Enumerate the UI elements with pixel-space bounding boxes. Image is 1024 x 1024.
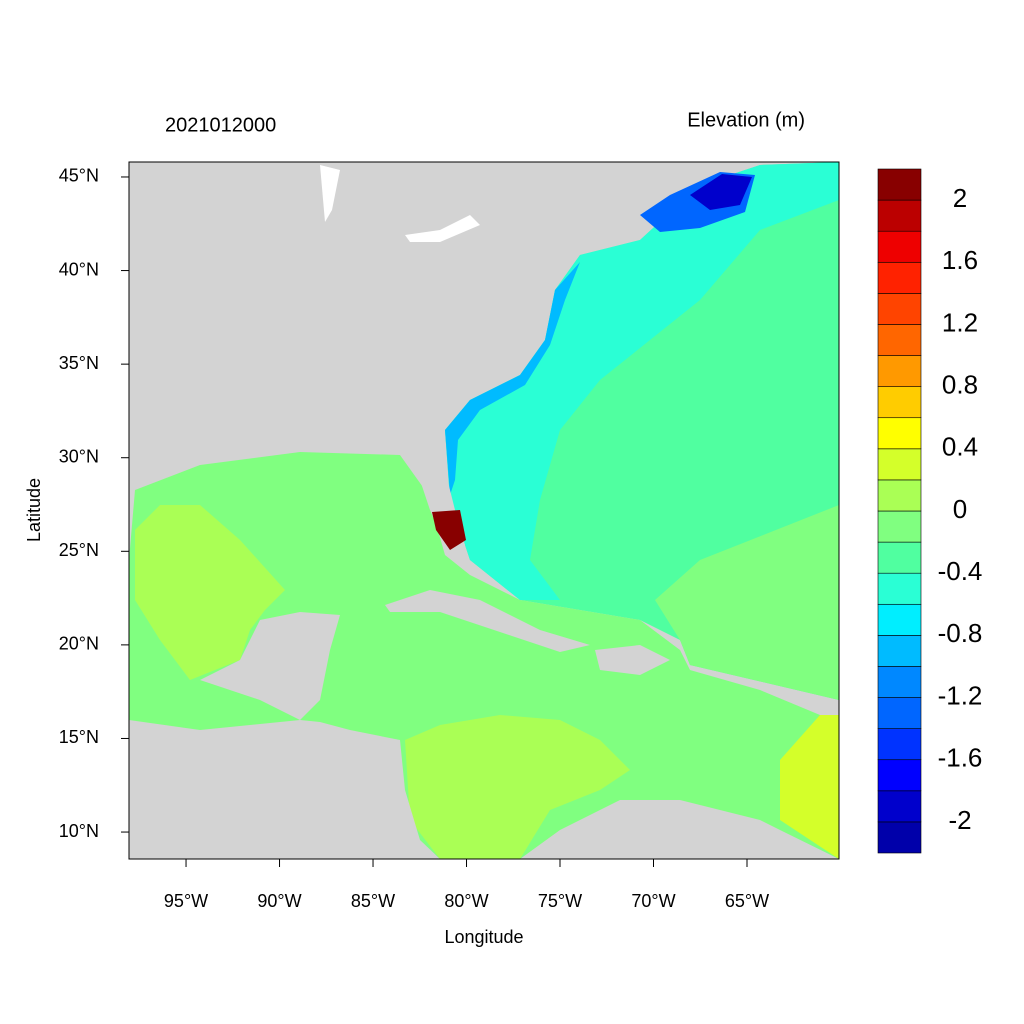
y-tick-label: 15°N	[59, 727, 99, 747]
east-atlantic	[655, 505, 839, 700]
yucatan	[200, 612, 340, 720]
colorbar-box	[877, 510, 922, 543]
frame	[128, 161, 840, 860]
colorbar-box	[877, 261, 922, 294]
colorbar-box	[877, 386, 922, 419]
colorbar-box	[877, 790, 922, 823]
x-axis-label: Longitude	[444, 927, 523, 947]
colorbar-box	[877, 666, 922, 698]
colorbar-label: 1.6	[942, 245, 978, 275]
colorbar-box	[877, 448, 922, 481]
lake	[405, 215, 480, 242]
colorbar-label: 0.4	[942, 432, 978, 462]
y-tick-label: 40°N	[59, 259, 99, 279]
y-axis-label: Latitude	[24, 478, 44, 542]
colorbar-box	[877, 697, 922, 729]
cuba	[385, 590, 590, 652]
gulf-of-maine-deep	[690, 174, 752, 210]
colorbar-label: 2	[953, 183, 967, 213]
map	[128, 161, 840, 860]
colorbar-label: -2	[948, 805, 971, 835]
x-tick-label: 70°W	[631, 891, 675, 911]
gulf-west	[135, 505, 285, 680]
colorbar-box	[877, 603, 922, 636]
y-tick-label: 35°N	[59, 353, 99, 373]
colorbar-title: Elevation (m)	[687, 109, 805, 131]
colorbar-box	[877, 324, 922, 356]
x-tick-label: 65°W	[725, 891, 769, 911]
east-south	[780, 715, 839, 859]
y-tick-label: 10°N	[59, 821, 99, 841]
x-tick-label: 95°W	[164, 891, 208, 911]
colorbar-label: -0.4	[938, 556, 983, 586]
y-tick-label: 45°N	[59, 166, 99, 186]
x-tick-label: 90°W	[257, 891, 301, 911]
colorbar-label: -1.2	[938, 680, 983, 710]
colorbar-label: -0.8	[938, 618, 983, 648]
y-tick-label: 25°N	[59, 540, 99, 560]
x-tick-label: 75°W	[538, 891, 582, 911]
central-america	[129, 720, 440, 859]
colorbar-box	[877, 168, 922, 201]
colorbar-label: 0.8	[942, 370, 978, 400]
colorbar-label: -1.6	[938, 743, 983, 773]
colorbar-box	[877, 355, 922, 387]
colorbar-box	[877, 199, 922, 232]
colorbar-box	[877, 541, 922, 574]
colorbar-box	[877, 572, 922, 605]
colorbar-label: 1.2	[942, 307, 978, 337]
y-tick-label: 30°N	[59, 446, 99, 466]
shelf	[445, 262, 580, 495]
south-america	[520, 800, 839, 859]
colorbar-box	[877, 635, 922, 667]
colorbar-label: 0	[953, 494, 967, 524]
x-tick-label: 80°W	[444, 891, 488, 911]
title: 2021012000	[165, 114, 276, 136]
florida-surge	[432, 510, 466, 550]
y-tick-label: 20°N	[59, 634, 99, 654]
colorbar-box	[877, 821, 922, 854]
colorbar-box	[877, 759, 922, 792]
x-tick-label: 85°W	[351, 891, 395, 911]
colorbar-box	[877, 293, 922, 325]
colorbar-box	[877, 230, 922, 263]
lake	[320, 165, 340, 222]
caribbean-south	[405, 715, 630, 859]
colorbar-box	[877, 479, 922, 512]
colorbar-box	[877, 417, 922, 450]
hispaniola	[595, 645, 670, 675]
colorbar-box	[877, 728, 922, 761]
